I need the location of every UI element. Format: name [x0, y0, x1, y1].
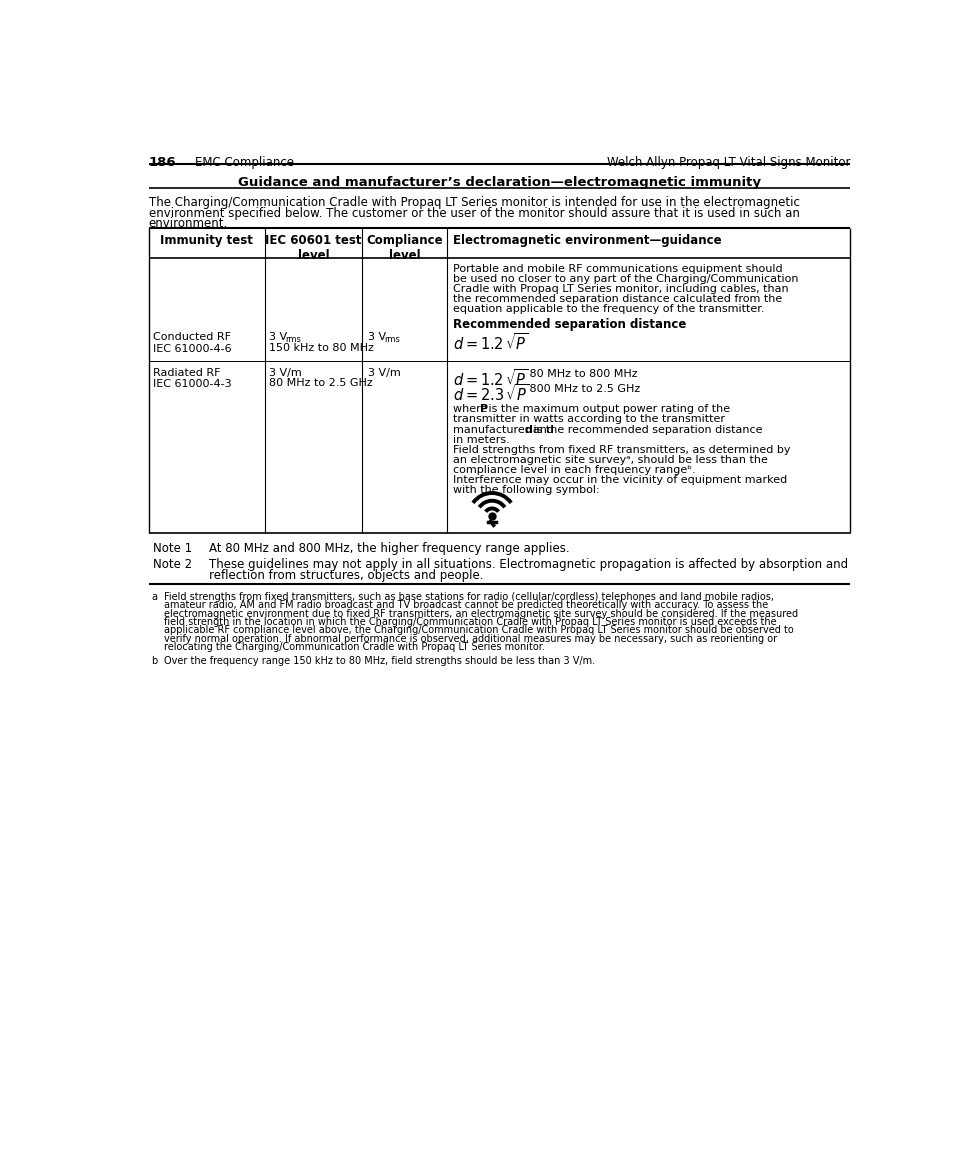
Text: Guidance and manufacturer’s declaration—electromagnetic immunity: Guidance and manufacturer’s declaration—… [238, 176, 761, 189]
Text: Field strengths from fixed RF transmitters, as determined by: Field strengths from fixed RF transmitte… [453, 444, 791, 455]
Text: is the recommended separation distance: is the recommended separation distance [530, 425, 763, 435]
Text: Radiated RF
IEC 61000-4-3: Radiated RF IEC 61000-4-3 [153, 368, 232, 389]
Text: be used no closer to any part of the Charging/Communication: be used no closer to any part of the Cha… [453, 274, 799, 285]
Text: a: a [151, 591, 157, 602]
Text: 800 MHz to 2.5 GHz: 800 MHz to 2.5 GHz [520, 384, 640, 395]
Text: environment specified below. The customer or the user of the monitor should assu: environment specified below. The custome… [149, 207, 800, 220]
Text: 3 V: 3 V [269, 332, 287, 342]
Text: Electromagnetic environment—guidance: Electromagnetic environment—guidance [453, 234, 722, 246]
Text: applicable RF compliance level above, the Charging/Communication Cradle with Pro: applicable RF compliance level above, th… [164, 626, 794, 635]
Text: relocating the Charging/Communication Cradle with Propaq LT Series monitor.: relocating the Charging/Communication Cr… [164, 642, 545, 653]
Text: Field strengths from fixed transmitters, such as base stations for radio (cellul: Field strengths from fixed transmitters,… [164, 591, 775, 602]
Text: the recommended separation distance calculated from the: the recommended separation distance calc… [453, 294, 782, 304]
Text: compliance level in each frequency rangeᵇ.: compliance level in each frequency range… [453, 465, 696, 474]
Text: in meters.: in meters. [453, 435, 510, 444]
Text: These guidelines may not apply in all situations. Electromagnetic propagation is: These guidelines may not apply in all si… [209, 558, 848, 570]
Text: 3 V/m: 3 V/m [368, 368, 401, 377]
Text: environment.: environment. [149, 218, 228, 230]
Text: field strength in the location in which the Charging/Communication Cradle with P: field strength in the location in which … [164, 617, 776, 627]
Text: Portable and mobile RF communications equipment should: Portable and mobile RF communications eq… [453, 264, 783, 274]
Text: rms: rms [384, 336, 400, 344]
Text: Note 1: Note 1 [153, 543, 192, 555]
Text: Interference may occur in the vicinity of equipment marked: Interference may occur in the vicinity o… [453, 474, 787, 485]
Text: rms: rms [285, 336, 301, 344]
Text: Cradle with Propaq LT Series monitor, including cables, than: Cradle with Propaq LT Series monitor, in… [453, 285, 789, 294]
Text: b: b [151, 656, 158, 665]
Text: verify normal operation. If abnormal performance is observed, additional measure: verify normal operation. If abnormal per… [164, 634, 777, 644]
Text: $d = 1.2\,\sqrt{P}$: $d = 1.2\,\sqrt{P}$ [453, 332, 528, 353]
Text: transmitter in watts according to the transmitter: transmitter in watts according to the tr… [453, 414, 725, 425]
Text: 3 V/m: 3 V/m [269, 368, 302, 377]
Text: $d = 2.3\,\sqrt{P}$: $d = 2.3\,\sqrt{P}$ [453, 383, 529, 404]
Text: d: d [524, 425, 532, 435]
Text: is the maximum output power rating of the: is the maximum output power rating of th… [486, 405, 730, 414]
Text: IEC 60601 test
level: IEC 60601 test level [266, 234, 362, 261]
Text: with the following symbol:: with the following symbol: [453, 485, 600, 494]
Text: electromagnetic environment due to fixed RF transmitters, an electromagnetic sit: electromagnetic environment due to fixed… [164, 609, 799, 619]
Text: Note 2: Note 2 [153, 558, 192, 570]
Text: amateur radio, AM and FM radio broadcast and TV broadcast cannot be predicted th: amateur radio, AM and FM radio broadcast… [164, 600, 769, 610]
Text: 80 MHz to 800 MHz: 80 MHz to 800 MHz [520, 369, 638, 379]
Text: EMC Compliance: EMC Compliance [196, 156, 294, 169]
Text: At 80 MHz and 800 MHz, the higher frequency range applies.: At 80 MHz and 800 MHz, the higher freque… [209, 543, 570, 555]
Text: manufacturer and: manufacturer and [453, 425, 558, 435]
Text: an electromagnetic site surveyᵃ, should be less than the: an electromagnetic site surveyᵃ, should … [453, 455, 769, 465]
Text: 186: 186 [149, 156, 176, 169]
Text: Compliance
level: Compliance level [366, 234, 443, 261]
Text: $d = 1.2\,\sqrt{P}$: $d = 1.2\,\sqrt{P}$ [453, 368, 528, 389]
Text: Welch Allyn Propaq LT Vital Signs Monitor: Welch Allyn Propaq LT Vital Signs Monito… [606, 156, 850, 169]
Text: where: where [453, 405, 491, 414]
Text: P: P [480, 405, 487, 414]
Text: Over the frequency range 150 kHz to 80 MHz, field strengths should be less than : Over the frequency range 150 kHz to 80 M… [164, 656, 595, 665]
Text: 150 kHz to 80 MHz: 150 kHz to 80 MHz [269, 342, 374, 353]
Text: Recommended separation distance: Recommended separation distance [453, 318, 687, 331]
Text: 80 MHz to 2.5 GHz: 80 MHz to 2.5 GHz [269, 378, 373, 389]
Text: equation applicable to the frequency of the transmitter.: equation applicable to the frequency of … [453, 304, 765, 315]
Text: Conducted RF
IEC 61000-4-6: Conducted RF IEC 61000-4-6 [153, 332, 232, 354]
Text: reflection from structures, objects and people.: reflection from structures, objects and … [209, 568, 484, 582]
Text: Immunity test: Immunity test [161, 234, 253, 246]
Text: The Charging/Communication Cradle with Propaq LT Series monitor is intended for : The Charging/Communication Cradle with P… [149, 196, 800, 208]
Text: 3 V: 3 V [368, 332, 386, 342]
